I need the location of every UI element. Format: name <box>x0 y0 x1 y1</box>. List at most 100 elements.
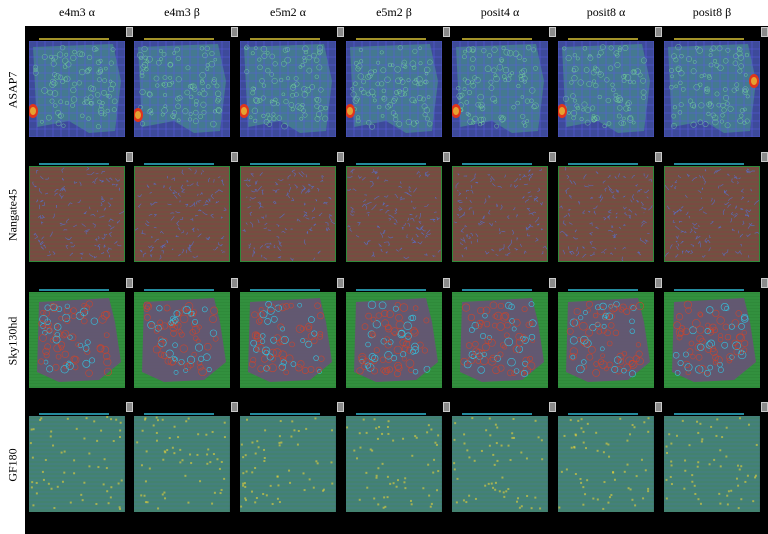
layout-render <box>134 292 230 388</box>
scale-marker-icon <box>761 27 768 37</box>
scale-marker-icon <box>655 402 662 412</box>
pin-strip <box>250 38 320 40</box>
pin-strip <box>144 163 214 165</box>
layout-render <box>240 166 336 262</box>
pin-strip <box>568 289 638 291</box>
column-header-row: e4m3 α e4m3 β e5m2 α e5m2 β posit4 α posit8 α… <box>0 0 768 26</box>
column-label: e5m2 α <box>270 5 306 19</box>
column-label: e5m2 β <box>376 5 412 19</box>
placement-layout-image <box>452 41 548 137</box>
scale-marker-icon <box>443 278 450 288</box>
column-label: posit8 β <box>692 5 732 19</box>
placement-layout-image <box>240 41 336 137</box>
layout-render <box>29 41 125 137</box>
placement-layout-image <box>346 416 442 512</box>
placement-layout-image <box>29 416 125 512</box>
layout-render <box>29 292 125 388</box>
placement-layout-image <box>664 416 760 512</box>
placement-layout-image <box>664 166 760 262</box>
layout-render <box>558 292 654 388</box>
pin-strip <box>144 289 214 291</box>
row-label-text: Nangate45 <box>5 188 19 241</box>
layout-render <box>452 416 548 512</box>
scale-marker-icon <box>443 402 450 412</box>
layout-render <box>240 416 336 512</box>
placement-layout-image <box>558 41 654 137</box>
scale-marker-icon <box>761 402 768 412</box>
pin-strip <box>674 413 744 415</box>
layout-render <box>664 416 760 512</box>
placement-layout-image <box>346 166 442 262</box>
layout-grid-panel <box>25 26 768 534</box>
pin-strip <box>462 38 532 40</box>
row-label: ASAP7 <box>0 26 25 153</box>
placement-layout-image <box>452 416 548 512</box>
scale-marker-icon <box>549 278 556 288</box>
placement-layout-image <box>558 292 654 388</box>
layout-render <box>346 166 442 262</box>
layout-render <box>134 166 230 262</box>
pin-strip <box>144 38 214 40</box>
layout-render <box>452 41 548 137</box>
scale-marker-icon <box>231 278 238 288</box>
placement-layout-image <box>664 41 760 137</box>
scale-marker-icon <box>549 402 556 412</box>
scale-marker-icon <box>655 27 662 37</box>
scale-marker-icon <box>443 27 450 37</box>
row-label-text: Sky130hd <box>5 316 19 365</box>
scale-marker-icon <box>337 278 344 288</box>
placement-layout-image <box>558 166 654 262</box>
pin-strip <box>462 289 532 291</box>
layout-render <box>240 292 336 388</box>
pin-strip <box>39 163 109 165</box>
pin-strip <box>39 289 109 291</box>
scale-marker-icon <box>761 152 768 162</box>
column-label: posit8 α <box>586 5 626 19</box>
scale-marker-icon <box>549 152 556 162</box>
row-label-text: GF180 <box>5 447 19 482</box>
pin-strip <box>462 163 532 165</box>
scale-marker-icon <box>126 402 133 412</box>
pin-strip <box>356 163 426 165</box>
layout-render <box>346 416 442 512</box>
row-label: Nangate45 <box>0 151 25 278</box>
pin-strip <box>39 413 109 415</box>
pin-strip <box>356 38 426 40</box>
placement-layout-image <box>346 41 442 137</box>
layout-render <box>558 166 654 262</box>
layout-render <box>558 41 654 137</box>
placement-layout-image <box>134 416 230 512</box>
scale-marker-icon <box>761 278 768 288</box>
scale-marker-icon <box>231 27 238 37</box>
pin-strip <box>462 413 532 415</box>
pin-strip <box>568 163 638 165</box>
placement-layout-image <box>134 166 230 262</box>
placement-layout-image <box>558 416 654 512</box>
scale-marker-icon <box>231 152 238 162</box>
scale-marker-icon <box>126 278 133 288</box>
row-label: GF180 <box>0 401 25 528</box>
layout-render <box>664 292 760 388</box>
pin-strip <box>568 38 638 40</box>
scale-marker-icon <box>655 152 662 162</box>
pin-strip <box>568 413 638 415</box>
placement-layout-image <box>664 292 760 388</box>
layout-render <box>134 41 230 137</box>
column-label: e4m3 α <box>59 5 95 19</box>
layout-render <box>29 416 125 512</box>
column-label: posit4 α <box>480 5 520 19</box>
scale-marker-icon <box>337 27 344 37</box>
scale-marker-icon <box>126 27 133 37</box>
pin-strip <box>356 289 426 291</box>
placement-layout-image <box>29 292 125 388</box>
scale-marker-icon <box>337 402 344 412</box>
layout-render <box>664 166 760 262</box>
layout-render <box>240 41 336 137</box>
layout-render <box>29 166 125 262</box>
placement-layout-image <box>240 416 336 512</box>
layout-render <box>558 416 654 512</box>
pin-strip <box>39 38 109 40</box>
placement-layout-image <box>240 166 336 262</box>
pin-strip <box>356 413 426 415</box>
placement-layout-image <box>134 292 230 388</box>
